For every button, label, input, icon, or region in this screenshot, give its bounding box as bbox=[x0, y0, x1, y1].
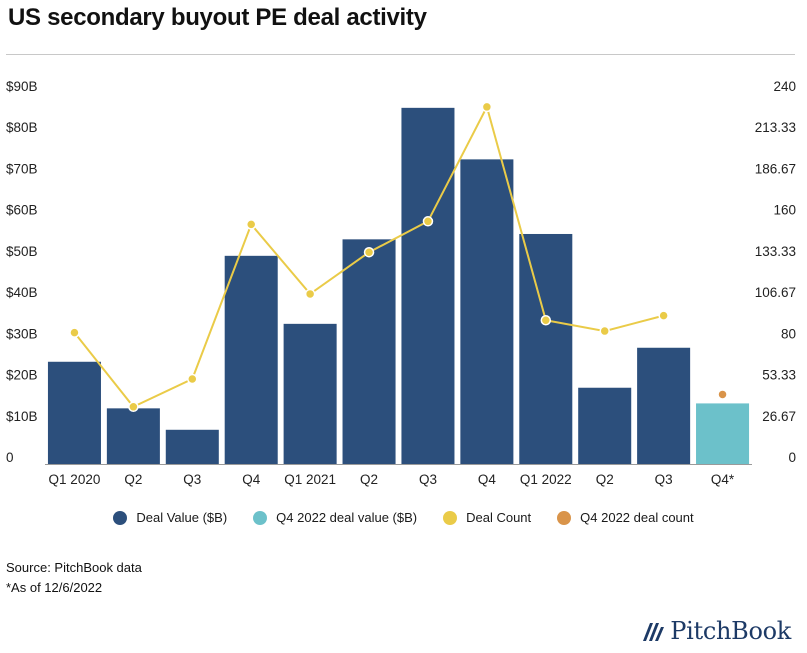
deal-count-point bbox=[540, 314, 552, 326]
x-tick-label: Q2 bbox=[124, 472, 142, 487]
y-left-tick-label: $90B bbox=[6, 79, 38, 94]
y-right-tick-label: 80 bbox=[781, 326, 796, 341]
y-right-tick-label: 106.67 bbox=[755, 285, 796, 300]
deal-value-bar bbox=[342, 239, 396, 464]
y-right-tick-label: 53.33 bbox=[762, 368, 796, 383]
legend-label: Q4 2022 deal value ($B) bbox=[276, 510, 418, 525]
deal-value-bar bbox=[224, 255, 278, 464]
legend-swatch bbox=[113, 510, 128, 525]
x-tick-label: Q1 2021 bbox=[284, 472, 336, 487]
y-right-tick-label: 240 bbox=[773, 79, 796, 94]
deal-value-bar bbox=[460, 159, 514, 464]
brand-name: PitchBook bbox=[670, 617, 791, 645]
deal-count-point bbox=[599, 325, 610, 337]
deal-count-point bbox=[363, 246, 375, 258]
deal-value-bar bbox=[637, 347, 691, 464]
deal-count-point bbox=[187, 373, 198, 385]
deal-value-bar bbox=[578, 387, 632, 464]
legend-item: Deal Count bbox=[443, 510, 531, 525]
y-right-tick-label: 160 bbox=[773, 203, 796, 218]
y-right-tick-label: 213.33 bbox=[755, 120, 796, 135]
x-tick-label: Q3 bbox=[183, 472, 201, 487]
q4-2022-deal-value-bar bbox=[696, 403, 750, 464]
deal-value-bar bbox=[519, 233, 573, 464]
y-left-tick-label: $70B bbox=[6, 161, 38, 176]
x-tick-label: Q3 bbox=[419, 472, 437, 487]
deal-count-point bbox=[128, 401, 139, 413]
y-right-tick-label: 26.67 bbox=[762, 409, 796, 424]
deal-count-point bbox=[69, 327, 80, 338]
source-note: Source: PitchBook data bbox=[6, 560, 142, 575]
legend-item: Q4 2022 deal count bbox=[557, 510, 694, 525]
x-tick-label: Q2 bbox=[596, 472, 614, 487]
legend-label: Deal Count bbox=[466, 510, 532, 525]
y-left-tick-label: $10B bbox=[6, 409, 38, 424]
footnote: *As of 12/6/2022 bbox=[6, 580, 103, 595]
deal-count-point bbox=[245, 219, 257, 230]
deal-count-point bbox=[481, 101, 493, 113]
pitchbook-logo: PitchBook bbox=[640, 617, 791, 645]
chart-legend: Deal Value ($B) Q4 2022 deal value ($B) De… bbox=[0, 510, 807, 525]
y-left-tick-label: 0 bbox=[6, 450, 14, 465]
chart-title: US secondary buyout PE deal activity bbox=[8, 4, 427, 31]
y-right-tick-label: 0 bbox=[788, 450, 796, 465]
legend-item: Q4 2022 deal value ($B) bbox=[253, 510, 417, 525]
x-tick-label: Q1 2022 bbox=[520, 472, 572, 487]
x-tick-label: Q4 bbox=[478, 472, 497, 487]
y-left-tick-label: $80B bbox=[6, 120, 38, 135]
deal-value-bar bbox=[401, 107, 455, 464]
x-tick-label: Q1 2020 bbox=[49, 472, 101, 487]
deal-value-bar bbox=[283, 323, 337, 464]
legend-swatch bbox=[557, 510, 572, 525]
x-tick-label: Q3 bbox=[655, 472, 673, 487]
y-left-tick-label: $60B bbox=[6, 203, 38, 218]
y-left-tick-label: $40B bbox=[6, 285, 38, 300]
y-left-tick-label: $30B bbox=[6, 326, 38, 341]
x-tick-label: Q4* bbox=[711, 472, 735, 487]
deal-count-point bbox=[304, 288, 316, 300]
y-left-tick-label: $20B bbox=[6, 368, 38, 383]
legend-item: Deal Value ($B) bbox=[113, 510, 227, 525]
y-right-tick-label: 133.33 bbox=[755, 244, 796, 259]
deal-count-point bbox=[658, 310, 669, 321]
deal-count-point bbox=[422, 216, 434, 227]
deal-value-bar bbox=[106, 408, 160, 464]
legend-label: Deal Value ($B) bbox=[136, 510, 228, 525]
y-left-tick-label: $50B bbox=[6, 244, 38, 259]
deal-value-bar bbox=[165, 429, 219, 464]
y-right-tick-label: 186.67 bbox=[755, 161, 796, 176]
pitchbook-mark-icon bbox=[643, 623, 665, 641]
x-tick-label: Q4 bbox=[242, 472, 261, 487]
deal-value-bar bbox=[47, 361, 101, 464]
legend-swatch bbox=[443, 510, 458, 525]
title-divider bbox=[6, 54, 795, 55]
chart: 0 $10B $20B $30B $40B $50B $60B $70B $80B $90B 0 26… bbox=[6, 79, 796, 487]
x-tick-label: Q2 bbox=[360, 472, 378, 487]
legend-swatch bbox=[253, 510, 268, 525]
legend-label: Q4 2022 deal count bbox=[580, 510, 694, 525]
q4-2022-deal-count-point bbox=[717, 389, 728, 400]
